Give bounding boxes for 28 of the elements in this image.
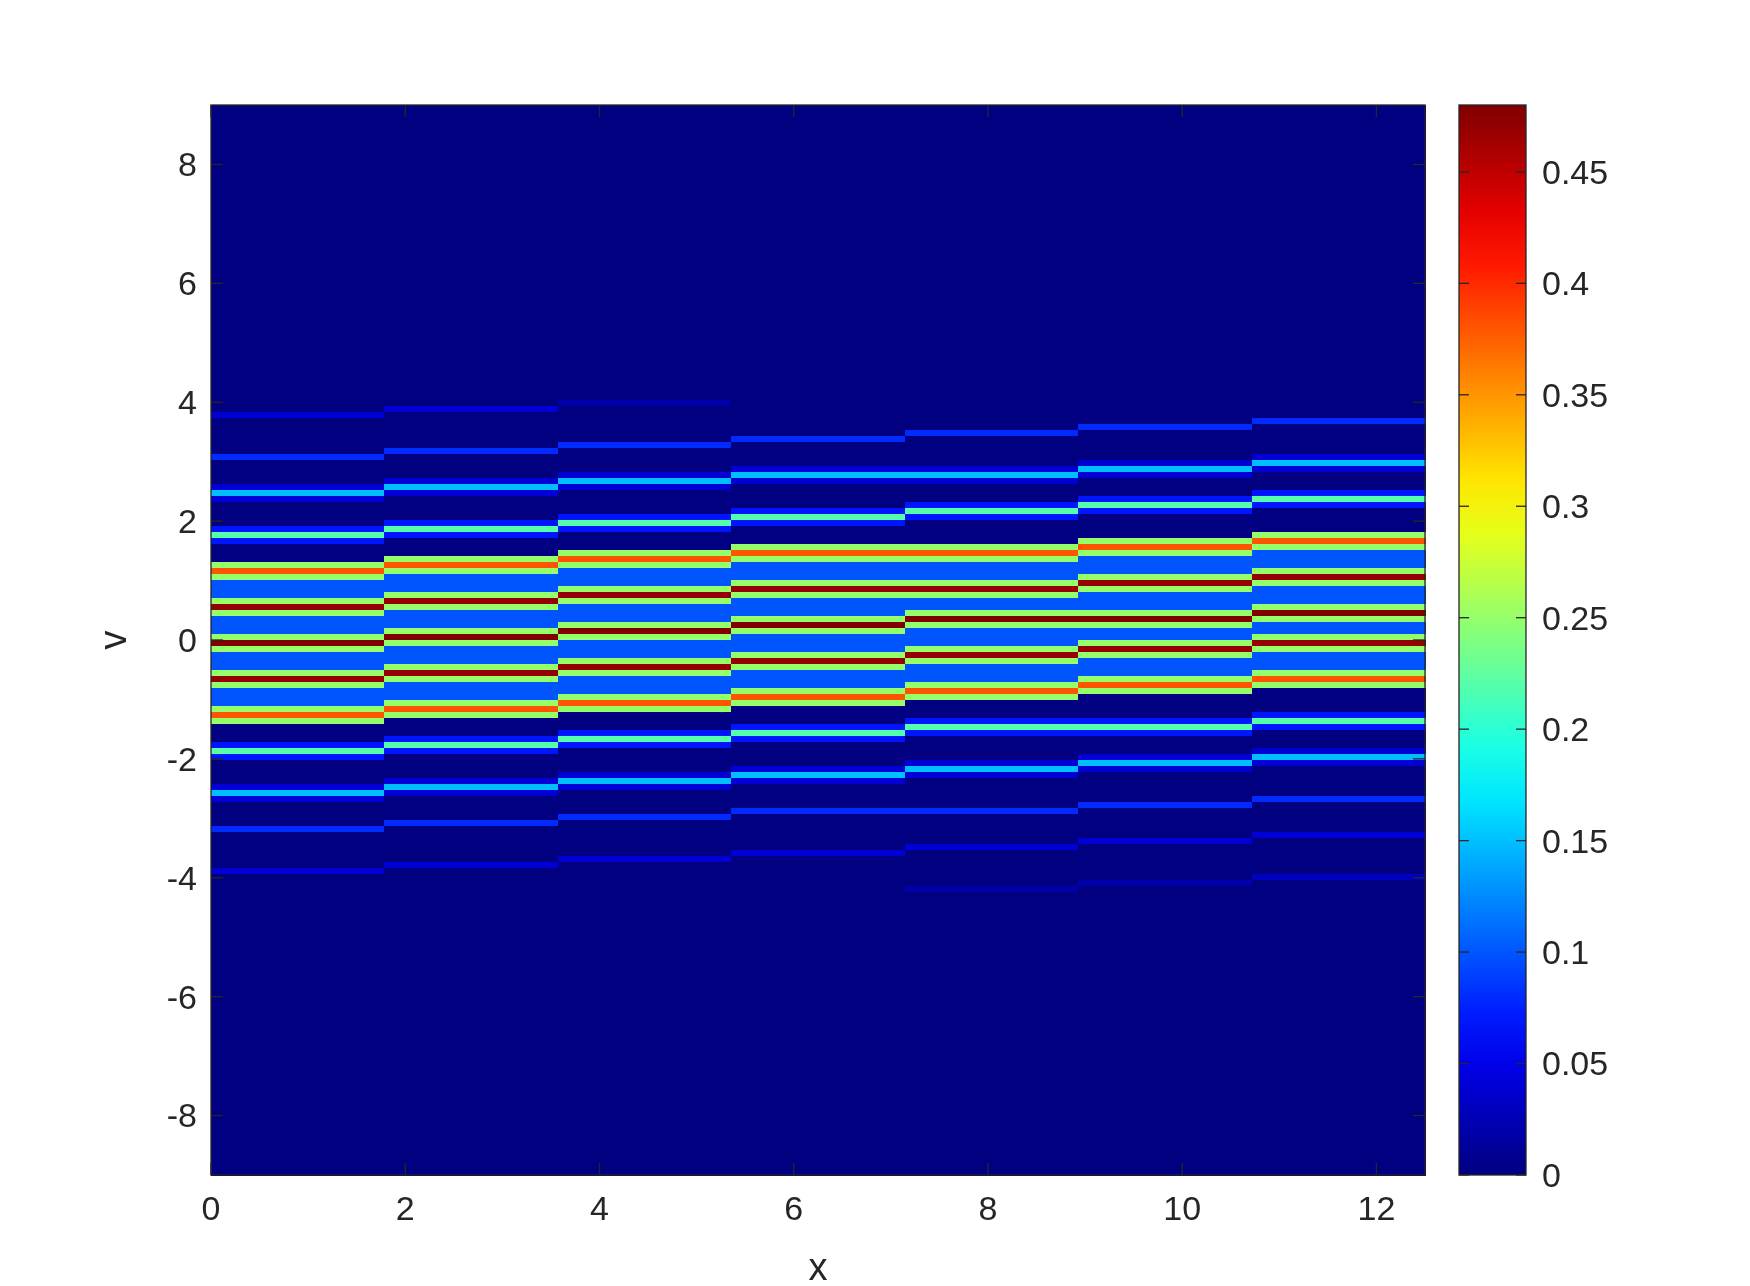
x-tick-label: 0	[201, 1189, 221, 1227]
y-tick-label: -4	[166, 858, 197, 897]
color-bar-label: 0.1	[1542, 932, 1590, 971]
color-bar-label: 0.4	[1542, 264, 1590, 303]
color-bar-label: 0	[1542, 1155, 1561, 1194]
x-tick-label: 12	[1357, 1189, 1396, 1227]
y-tick-label: -2	[166, 739, 197, 778]
x-tick-label: 8	[978, 1189, 998, 1227]
y-tick-label: 6	[178, 264, 197, 303]
color-bar-label: 0.05	[1542, 1044, 1609, 1083]
y-axis-title: v	[92, 630, 134, 650]
color-bar-label: 0.35	[1542, 375, 1609, 414]
color-bar-label: 0.15	[1542, 821, 1609, 860]
color-bar-label: 0.45	[1542, 152, 1609, 191]
color-bar-label: 0.25	[1542, 598, 1609, 637]
x-tick-label: 2	[395, 1189, 415, 1227]
y-tick-label: -8	[166, 1096, 197, 1135]
y-tick-label: 2	[178, 502, 197, 541]
y-tick-label: -6	[166, 977, 197, 1016]
color-bar-label: 0.3	[1542, 487, 1590, 526]
y-tick-label: 4	[178, 383, 197, 422]
color-bar-label: 0.2	[1542, 710, 1590, 749]
x-tick-label: 6	[784, 1189, 804, 1227]
y-tick-label: 8	[178, 145, 197, 184]
y-tick-label: 0	[178, 620, 197, 659]
x-tick-label: 4	[590, 1189, 609, 1227]
x-tick-label: 10	[1163, 1189, 1202, 1227]
x-axis-title: x	[808, 1246, 828, 1286]
